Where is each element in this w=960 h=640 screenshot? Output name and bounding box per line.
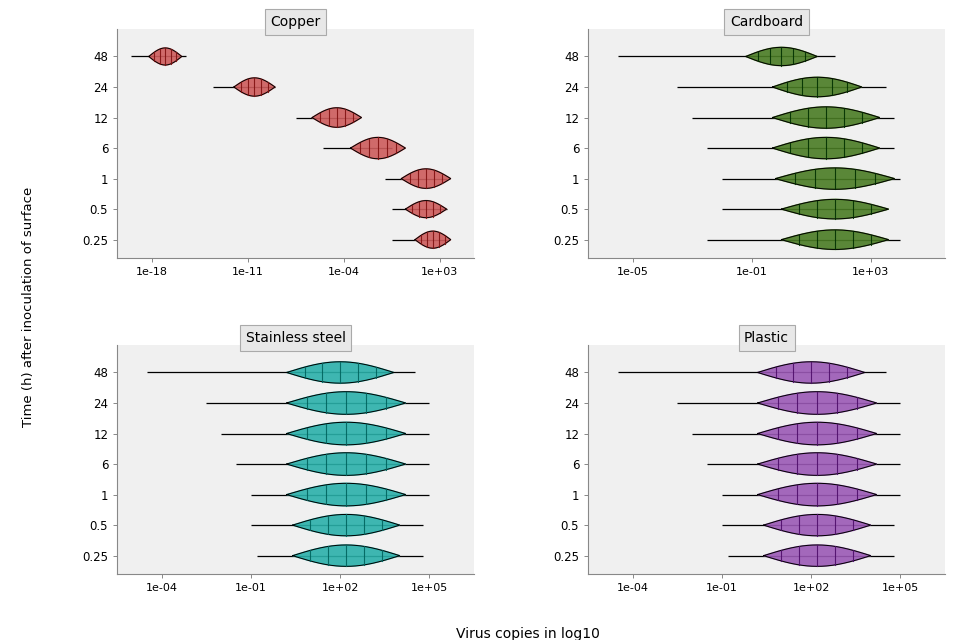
- Polygon shape: [757, 422, 876, 445]
- Polygon shape: [781, 230, 889, 250]
- Polygon shape: [149, 48, 181, 65]
- Polygon shape: [312, 108, 362, 127]
- Polygon shape: [293, 515, 399, 536]
- Polygon shape: [287, 483, 406, 506]
- Polygon shape: [350, 138, 405, 159]
- Text: Time (h) after inoculation of surface: Time (h) after inoculation of surface: [22, 187, 36, 428]
- Title: Copper: Copper: [271, 15, 321, 29]
- Polygon shape: [776, 168, 895, 189]
- Text: Virus copies in log10: Virus copies in log10: [456, 627, 600, 640]
- Polygon shape: [287, 362, 394, 383]
- Polygon shape: [234, 78, 276, 96]
- Polygon shape: [773, 138, 879, 159]
- Polygon shape: [757, 362, 865, 383]
- Polygon shape: [781, 200, 889, 219]
- Polygon shape: [773, 107, 879, 128]
- Polygon shape: [746, 47, 817, 66]
- Polygon shape: [287, 422, 406, 445]
- Polygon shape: [405, 200, 446, 218]
- Polygon shape: [757, 483, 876, 506]
- Polygon shape: [773, 77, 862, 97]
- Title: Plastic: Plastic: [744, 331, 789, 345]
- Polygon shape: [287, 452, 406, 476]
- Polygon shape: [287, 392, 406, 414]
- Polygon shape: [757, 392, 876, 414]
- Polygon shape: [763, 545, 871, 566]
- Polygon shape: [757, 452, 876, 476]
- Polygon shape: [415, 231, 450, 248]
- Title: Stainless steel: Stainless steel: [246, 331, 346, 345]
- Polygon shape: [763, 515, 871, 536]
- Polygon shape: [401, 169, 450, 188]
- Title: Cardboard: Cardboard: [730, 15, 804, 29]
- Polygon shape: [293, 545, 399, 566]
